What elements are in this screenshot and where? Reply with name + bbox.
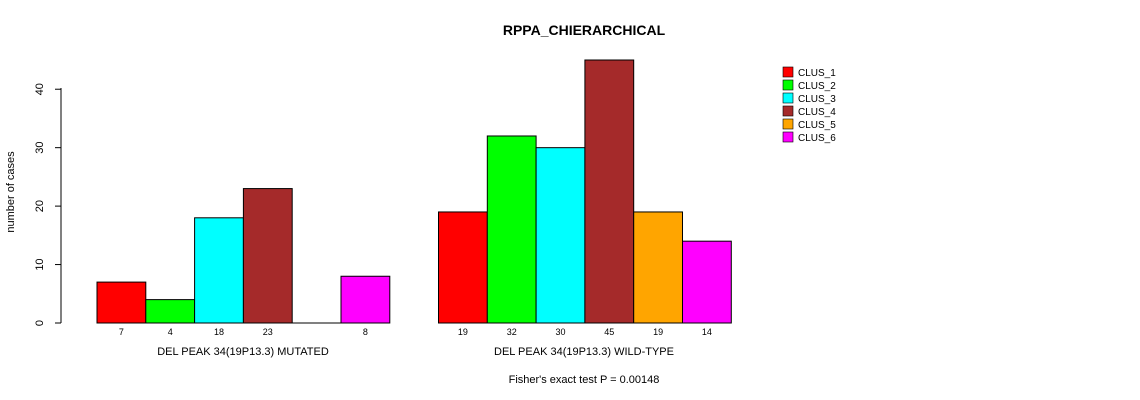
- chart-title: RPPA_CHIERARCHICAL: [503, 22, 666, 38]
- bar-clus-6: [682, 240, 732, 324]
- y-tick-label: 40: [34, 83, 46, 95]
- count-label: 7: [119, 327, 124, 337]
- count-label: 45: [604, 327, 614, 337]
- bar-clus-2: [145, 299, 196, 324]
- y-tick-label: 0: [34, 320, 46, 326]
- bar-clus-2: [486, 135, 537, 324]
- y-tick-label: 20: [34, 200, 46, 212]
- count-label: 14: [702, 327, 712, 337]
- y-tick-label: 30: [34, 142, 46, 154]
- count-label: 23: [263, 327, 273, 337]
- legend-swatch-clus-4: [782, 105, 794, 117]
- bar-clus-4: [584, 59, 635, 324]
- count-label: 32: [507, 327, 517, 337]
- y-axis-label: number of cases: [5, 151, 17, 233]
- legend-label: CLUS_4: [798, 107, 836, 118]
- legend-swatch-clus-1: [782, 66, 794, 78]
- bar-clus-3: [194, 217, 244, 324]
- group-label-wild-type: DEL PEAK 34(19P13.3) WILD-TYPE: [494, 346, 674, 358]
- legend-swatch-clus-2: [782, 79, 794, 91]
- y-axis: 0 10 20 30 40: [34, 83, 62, 326]
- bar-clus-1: [438, 211, 488, 324]
- count-label: 30: [555, 327, 565, 337]
- count-label: 8: [363, 327, 368, 337]
- count-label: 4: [168, 327, 173, 337]
- bars: [96, 59, 732, 324]
- bar-clus-6: [340, 275, 391, 324]
- bar-clus-1: [96, 281, 147, 324]
- count-labels: 7 4 18 23 8 19 32 30 45 19 14: [119, 327, 712, 337]
- y-tick-label: 10: [34, 258, 46, 270]
- count-label: 18: [214, 327, 224, 337]
- legend-label: CLUS_5: [798, 120, 836, 131]
- group-label-mutated: DEL PEAK 34(19P13.3) MUTATED: [157, 346, 329, 358]
- legend-swatch-clus-5: [782, 118, 794, 130]
- fisher-test-footnote: Fisher's exact test P = 0.00148: [509, 374, 660, 386]
- bar-clus-5: [633, 211, 684, 324]
- legend-label: CLUS_2: [798, 81, 836, 92]
- legend-label: CLUS_6: [798, 133, 836, 144]
- count-label: 19: [458, 327, 468, 337]
- bar-clus-4: [242, 188, 293, 324]
- legend-swatch-clus-3: [782, 92, 794, 104]
- legend-label: CLUS_1: [798, 68, 836, 79]
- legend-label: CLUS_3: [798, 94, 836, 105]
- legend-swatch-clus-6: [782, 131, 794, 143]
- count-label: 19: [653, 327, 663, 337]
- bar-clus-3: [535, 147, 586, 324]
- legend: CLUS_1 CLUS_2 CLUS_3 CLUS_4 CLUS_5 CLUS_6: [782, 66, 836, 144]
